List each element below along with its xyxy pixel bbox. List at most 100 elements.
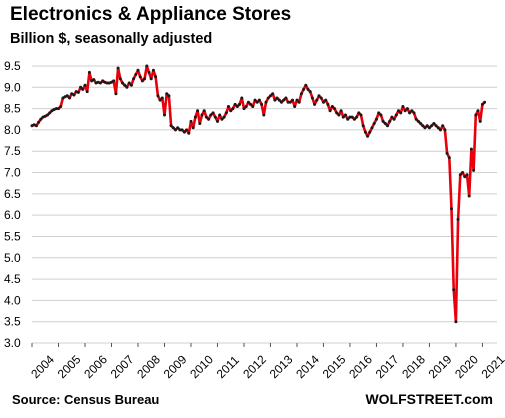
- data-point: [317, 94, 321, 98]
- data-point: [125, 85, 129, 89]
- data-point: [476, 109, 480, 113]
- data-point: [68, 96, 71, 100]
- data-point: [348, 115, 352, 119]
- data-point: [227, 105, 230, 108]
- data-point: [423, 126, 427, 130]
- data-point: [370, 126, 374, 130]
- data-point: [436, 126, 440, 130]
- data-point: [105, 81, 109, 85]
- data-point: [432, 122, 436, 125]
- data-point: [81, 87, 85, 91]
- data-point: [213, 115, 217, 119]
- data-point: [169, 124, 173, 128]
- data-point: [344, 113, 347, 117]
- data-point: [346, 117, 350, 121]
- x-tick-label: 2011: [214, 353, 242, 381]
- data-point: [134, 73, 138, 76]
- brand-mark: WOLFSTREET.com: [365, 391, 493, 407]
- data-point: [379, 113, 383, 117]
- data-point: [76, 90, 80, 94]
- data-point: [310, 96, 314, 100]
- y-tick-label: 7.0: [4, 166, 21, 180]
- data-point: [138, 75, 142, 79]
- data-point: [434, 124, 438, 128]
- data-point: [315, 98, 319, 102]
- data-point: [352, 117, 356, 121]
- data-point: [333, 107, 336, 111]
- data-point: [98, 81, 102, 85]
- data-point: [302, 87, 306, 91]
- data-point: [419, 122, 423, 125]
- data-point: [114, 92, 118, 96]
- data-point: [399, 111, 403, 115]
- data-point: [229, 109, 233, 113]
- data-point: [308, 90, 312, 94]
- x-tick-label: 2019: [426, 352, 455, 381]
- data-point: [291, 98, 294, 102]
- data-point: [202, 109, 206, 113]
- data-point: [54, 107, 58, 111]
- data-point: [319, 96, 323, 100]
- data-point: [167, 94, 171, 98]
- data-point: [231, 107, 235, 111]
- data-point: [255, 100, 259, 104]
- x-tick-label: 2018: [399, 352, 428, 381]
- data-point: [198, 122, 202, 125]
- gridlines: [32, 65, 497, 344]
- data-point: [116, 66, 120, 70]
- data-point: [50, 109, 54, 113]
- data-point: [341, 115, 345, 119]
- data-point: [330, 105, 334, 108]
- data-point: [165, 92, 169, 96]
- data-point: [372, 122, 376, 125]
- data-point: [262, 113, 266, 117]
- data-point: [306, 87, 310, 91]
- data-point: [467, 194, 471, 198]
- y-axis-ticks: 3.0 3.5 4.0 4.5 5.0 5.5 6.0 6.5 7.0 7.5 8.0 8.5 9.0 9…: [4, 59, 21, 350]
- x-tick-label: 2013: [267, 352, 296, 381]
- data-point: [92, 78, 96, 82]
- x-tick-label: 2010: [187, 352, 216, 381]
- data-point: [140, 79, 144, 83]
- data-point: [401, 105, 405, 108]
- data-point: [182, 130, 186, 134]
- data-point: [136, 68, 140, 72]
- data-point: [174, 128, 177, 132]
- data-point: [480, 102, 484, 106]
- data-point: [454, 320, 458, 324]
- data-point: [474, 113, 478, 117]
- y-tick-label: 6.0: [4, 208, 21, 222]
- data-point: [335, 111, 339, 115]
- data-point: [339, 109, 343, 113]
- data-point: [313, 102, 317, 106]
- data-point: [123, 83, 127, 87]
- data-point: [445, 151, 449, 155]
- data-point: [328, 109, 332, 113]
- data-point: [149, 77, 153, 81]
- data-point: [472, 168, 476, 172]
- data-point: [156, 94, 160, 98]
- data-point: [171, 126, 175, 130]
- x-tick-label: 2004: [28, 352, 57, 381]
- data-point: [185, 128, 189, 132]
- data-point: [461, 171, 465, 174]
- x-tick-label: 2008: [134, 352, 163, 381]
- x-tick-label: 2014: [293, 352, 322, 381]
- data-point: [366, 134, 370, 138]
- data-point: [204, 115, 208, 119]
- data-point: [118, 77, 122, 81]
- data-point: [129, 83, 133, 87]
- y-tick-label: 3.5: [4, 315, 21, 329]
- data-point: [392, 117, 396, 121]
- data-point: [224, 111, 228, 115]
- data-point: [209, 113, 213, 117]
- data-point: [85, 90, 89, 94]
- x-tick-label: 2012: [240, 352, 269, 381]
- data-point: [240, 96, 244, 100]
- data-point: [410, 109, 414, 113]
- data-point: [374, 117, 378, 121]
- data-point: [244, 105, 248, 108]
- data-point: [452, 288, 456, 292]
- y-tick-label: 7.5: [4, 144, 21, 158]
